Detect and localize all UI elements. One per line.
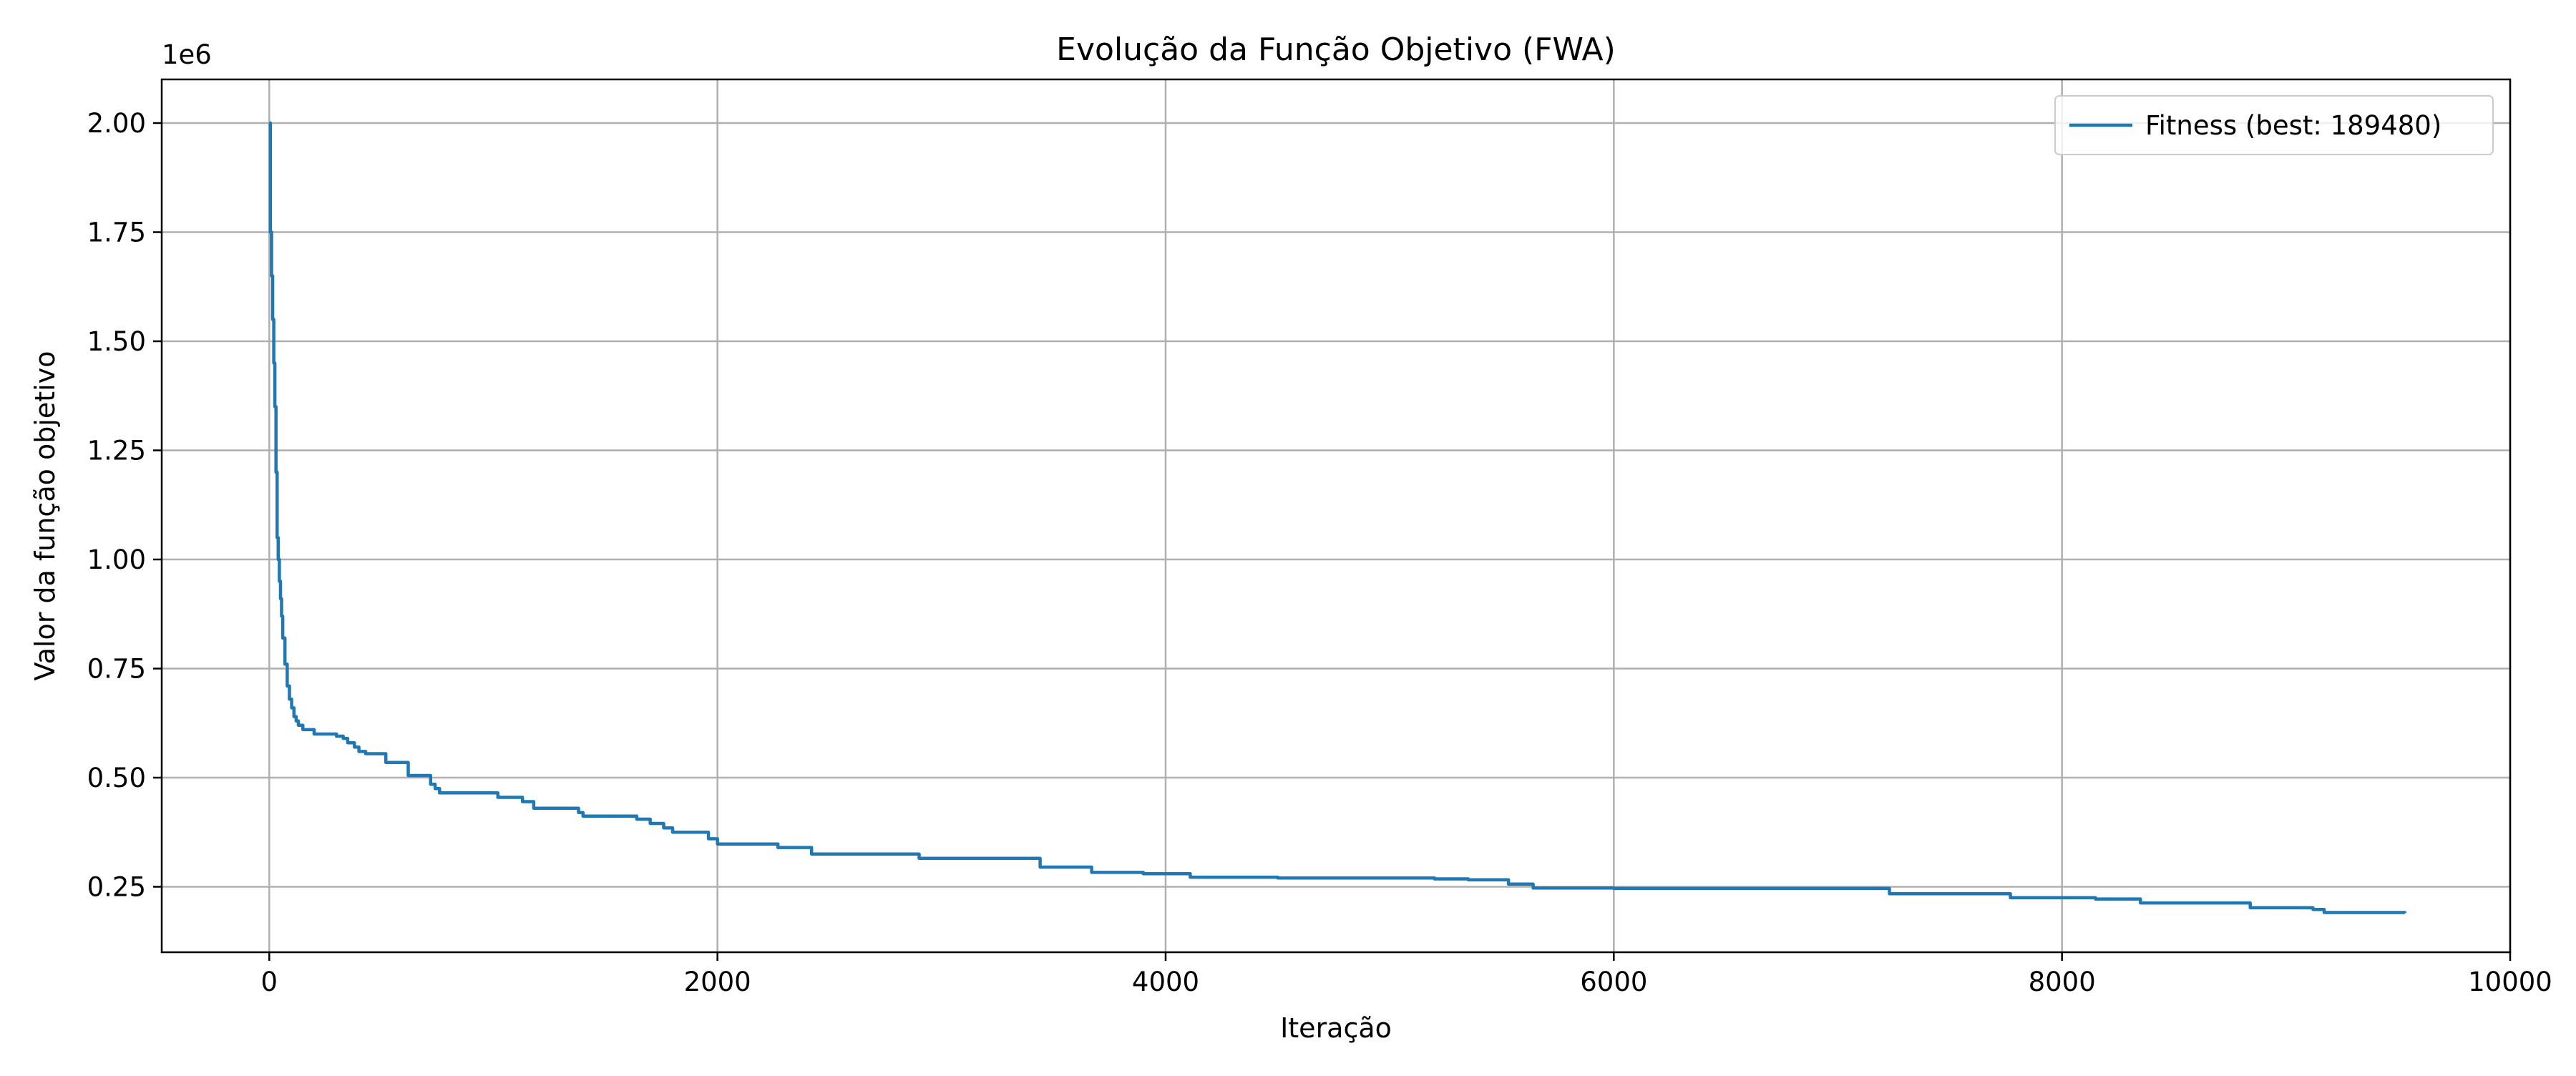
grid bbox=[162, 79, 2512, 952]
y-tick-label: 0.50 bbox=[87, 763, 146, 793]
x-tick-label: 4000 bbox=[1132, 967, 1199, 997]
ticks: 0 2000 4000 6000 8000 10000 0.25 0.50 0.75 1.00 1.… bbox=[87, 108, 2552, 997]
y-tick-label: 2.00 bbox=[87, 108, 146, 139]
series-layer bbox=[268, 121, 2407, 914]
chart-title: Evolução da Função Objetivo (FWA) bbox=[1056, 31, 1616, 68]
y-tick-label: 0.25 bbox=[87, 872, 146, 903]
legend-box bbox=[2054, 95, 2494, 155]
x-tick-label: 0 bbox=[261, 967, 278, 997]
y-tick-label: 1.75 bbox=[87, 217, 146, 248]
y-axis-offset-label: 1e6 bbox=[162, 39, 212, 70]
y-tick-label: 0.75 bbox=[87, 654, 146, 685]
y-axis-title: Valor da função objetivo bbox=[29, 351, 61, 681]
legend: Fitness (best: 189480) bbox=[2054, 95, 2494, 155]
legend-label: Fitness (best: 189480) bbox=[2145, 110, 2441, 141]
x-tick-label: 8000 bbox=[2029, 967, 2096, 997]
series-line bbox=[268, 121, 2407, 914]
x-tick-label: 6000 bbox=[1580, 967, 1647, 997]
plot-frame bbox=[160, 78, 2512, 954]
x-tick-label: 2000 bbox=[684, 967, 751, 997]
y-tick-label: 1.50 bbox=[87, 326, 146, 357]
y-tick-label: 1.00 bbox=[87, 544, 146, 575]
y-tick-label: 1.25 bbox=[87, 436, 146, 466]
x-tick-label: 10000 bbox=[2468, 967, 2552, 997]
x-axis-title: Iteração bbox=[1280, 1012, 1392, 1044]
